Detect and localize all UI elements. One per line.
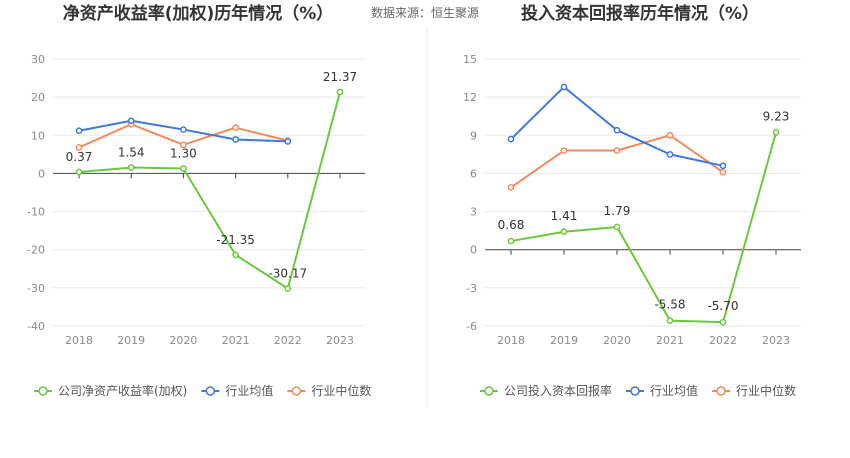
legend-marker [716,386,726,396]
roic-industry-avg-point[interactable] [613,126,621,134]
roic-company-line [510,132,777,324]
roic-x-tick-label: 2018 [497,334,525,347]
roe-x-tick-label: 2018 [65,334,93,347]
roe-industry-median-point[interactable] [232,124,239,132]
roe-y-tick-label: -30 [27,282,45,295]
roe-legend-industry-median[interactable]: 行业中位数 [287,383,371,398]
roic-industry-median-point[interactable] [666,131,674,139]
roe-legend-industry-avg[interactable]: 行业均值 [201,383,273,398]
roe-company-point[interactable] [336,88,344,96]
roe-y-tick-label: 30 [31,53,45,66]
roe-y-tick-label: 10 [31,129,45,142]
roic-data-label: 1.79 [604,204,631,218]
legend-marker [205,386,216,396]
roic-industry-median-point[interactable] [507,184,515,191]
roic-industry-avg-point[interactable] [666,151,674,158]
roe-data-label: 1.30 [170,146,197,160]
roic-x-tick-label: 2020 [603,334,631,347]
roic-industry-median-point[interactable] [613,147,621,154]
roe-industry-avg-point[interactable] [127,117,135,125]
roe-legend-company[interactable]: 公司净资产收益率(加权) [34,383,187,398]
roic-legend-company[interactable]: 公司投入资本回报率 [480,383,612,398]
roe-company-point[interactable] [127,164,135,171]
roic-y-tick-label: 0 [470,244,477,257]
roe-y-tick-label: -10 [27,206,45,219]
roe-data-label: 21.37 [323,70,357,84]
roic-y-tick-label: 15 [463,53,477,66]
legend-marker [630,386,640,396]
roe-x-tick-label: 2020 [169,334,197,347]
roic-industry-avg-point[interactable] [560,83,568,91]
roe-company-line [78,91,341,290]
roic-y-tick-label: -3 [466,282,477,295]
roic-data-label: 1.41 [551,209,578,223]
roe-x-tick-label: 2019 [117,334,145,347]
roic-x-tick-label: 2022 [709,334,737,347]
roe-x-tick-label: 2021 [222,334,250,347]
roe-y-tick-label: -40 [27,320,45,333]
legend-marker [484,386,494,396]
roic-legend-industry-avg[interactable]: 行业均值 [626,383,698,398]
roe-chart-title: 净资产收益率(加权)历年情况（%） [63,3,334,24]
roe-data-label: 1.54 [118,146,145,160]
roe-industry-avg-point[interactable] [180,126,187,133]
legend-marker [291,386,302,396]
roic-industry-median-line [510,134,724,189]
roe-industry-avg-point[interactable] [232,136,239,143]
roic-company-point[interactable] [613,223,621,231]
roic-x-tick-label: 2023 [762,334,790,347]
roic-industry-avg-point[interactable] [719,162,727,170]
roic-data-label: 0.68 [498,218,525,232]
roic-data-label: 9.23 [763,109,790,123]
roic-y-tick-label: 12 [463,91,477,104]
roe-company-point[interactable] [75,168,83,176]
roe-chart-panel: 净资产收益率(加权)历年情况（%） 30 20 10 0 -10 -20 -30 -40 201… [27,3,371,398]
roe-industry-avg-point[interactable] [284,138,292,145]
roe-company-point[interactable] [232,251,239,259]
roe-data-label: -21.35 [216,233,255,247]
roic-company-point[interactable] [507,237,515,245]
roic-company-point[interactable] [560,228,568,236]
roe-industry-avg-point[interactable] [75,127,83,135]
roic-y-tick-label: 9 [470,129,477,142]
roe-x-tick-label: 2023 [326,334,354,347]
legend-label: 行业中位数 [736,383,796,398]
roic-x-tick-label: 2019 [550,334,578,347]
roe-data-label: 0.37 [66,150,93,164]
roic-industry-avg-line [510,85,724,167]
roic-y-tick-label: 6 [470,167,477,180]
roic-x-tick-label: 2021 [656,334,684,347]
roic-company-point[interactable] [666,317,674,325]
roic-company-point[interactable] [719,318,727,326]
roe-y-tick-label: -20 [27,244,45,257]
roic-data-label: -5.58 [654,298,685,312]
roic-legend-industry-median[interactable]: 行业中位数 [712,383,796,398]
roe-company-point[interactable] [284,285,292,292]
legend-label: 行业中位数 [311,383,371,398]
roe-y-tick-label: 20 [31,91,45,104]
legend-marker [38,386,48,396]
legend-label: 公司净资产收益率(加权) [58,383,187,398]
legend-label: 公司投入资本回报率 [504,383,612,398]
roic-y-tick-label: -6 [466,320,477,333]
roe-data-label: -30.17 [268,267,307,281]
roic-company-point[interactable] [772,129,780,136]
roe-industry-median-point[interactable] [180,141,187,149]
roic-y-tick-label: 3 [470,206,477,219]
roic-chart-panel: 投入资本回报率历年情况（%） 15 12 9 6 3 0 -3 -6 2018 2019 2020 2… [463,3,801,398]
legend-label: 行业均值 [225,383,273,398]
roic-chart-title: 投入资本回报率历年情况（%） [521,3,759,24]
roe-company-point[interactable] [180,165,187,172]
source-note: 数据来源：恒生聚源 [371,5,479,20]
roic-industry-median-point[interactable] [719,168,727,176]
legend-label: 行业均值 [650,383,698,398]
roic-industry-median-point[interactable] [560,147,568,154]
roic-industry-avg-point[interactable] [507,135,515,143]
roe-x-tick-label: 2022 [274,334,302,347]
roic-data-label: -5.70 [707,299,738,313]
roe-industry-median-point[interactable] [75,144,83,151]
roe-y-tick-label: 0 [38,167,45,180]
